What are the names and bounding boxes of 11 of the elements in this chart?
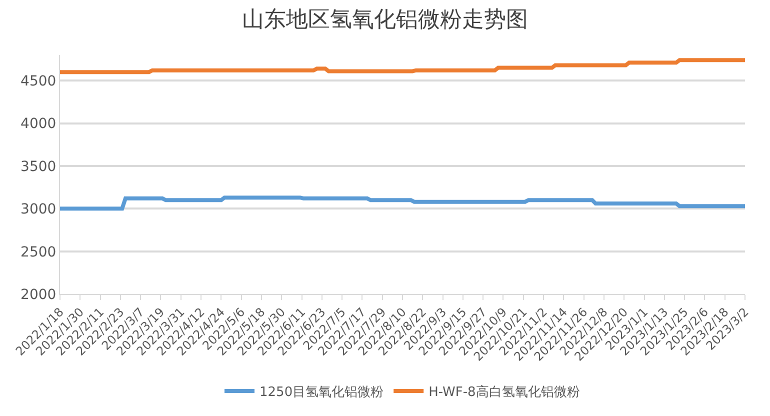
y-tick-label: 3500 bbox=[20, 158, 56, 175]
y-tick-label: 2500 bbox=[20, 244, 56, 260]
y-tick-label: 3000 bbox=[20, 202, 56, 218]
legend-label: 1250目氢氧化铝微粉 bbox=[260, 385, 384, 400]
y-tick-label: 4000 bbox=[20, 116, 56, 132]
y-tick-label: 2000 bbox=[20, 286, 56, 303]
legend-label: H-WF-8高白氢氧化铝微粉 bbox=[428, 384, 580, 400]
y-tick-label: 4500 bbox=[20, 74, 56, 90]
line-series bbox=[60, 196, 745, 211]
line-series bbox=[60, 58, 745, 74]
chart-title: 山东地区氢氧化铝微粉走势图 bbox=[242, 7, 528, 32]
